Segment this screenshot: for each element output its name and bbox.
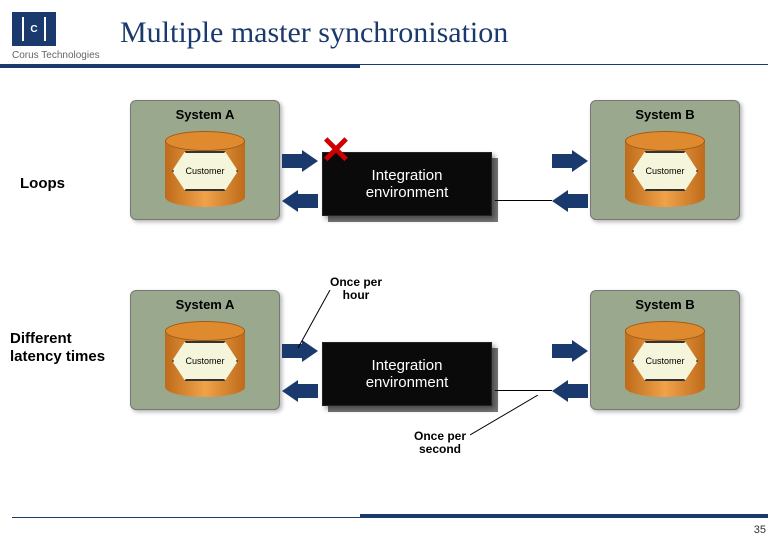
integration-line1: Integration [372, 167, 443, 184]
arrow-right-icon [552, 340, 588, 362]
system-b-bottom-title: System B [591, 291, 739, 312]
loops-label: Loops [20, 175, 65, 192]
caption-second: Once per second [414, 430, 466, 456]
footer-line-thin [12, 517, 360, 518]
arrow-left-icon [552, 190, 588, 212]
page-number: 35 [754, 524, 766, 536]
callout-line [290, 290, 340, 350]
logo-letter: C [30, 24, 37, 35]
system-a-top-title: System A [131, 101, 279, 122]
slide: C Corus Technologies Multiple master syn… [0, 0, 780, 540]
system-b-top-title: System B [591, 101, 739, 122]
latency-label: Different latency times [10, 330, 110, 366]
customer-node: Customer [632, 151, 698, 191]
arrow-left-icon [552, 380, 588, 402]
system-a-bottom-title: System A [131, 291, 279, 312]
integration-line2: environment [366, 184, 449, 201]
integration-line2: environment [366, 374, 449, 391]
connector-line [495, 200, 552, 201]
arrow-right-icon [282, 150, 318, 172]
system-a-bottom: System A Customer [130, 290, 280, 410]
integration-line1: Integration [372, 357, 443, 374]
x-icon: ✕ [320, 128, 352, 173]
arrow-left-icon [282, 190, 318, 212]
footer-line [360, 514, 768, 518]
title-underline-thin [360, 64, 768, 65]
connector-line [495, 390, 552, 391]
customer-node: Customer [172, 341, 238, 381]
callout-line [470, 395, 550, 440]
logo: C Corus Technologies [12, 12, 100, 61]
arrow-left-icon [282, 380, 318, 402]
page-title: Multiple master synchronisation [120, 16, 508, 50]
arrow-right-icon [552, 150, 588, 172]
customer-node: Customer [632, 341, 698, 381]
system-b-top: System B Customer [590, 100, 740, 220]
integration-bottom: Integration environment [322, 342, 492, 406]
system-b-bottom: System B Customer [590, 290, 740, 410]
title-underline [0, 64, 360, 68]
logo-company: Corus Technologies [12, 50, 100, 61]
system-a-top: System A Customer [130, 100, 280, 220]
logo-box: C [12, 12, 56, 46]
customer-node: Customer [172, 151, 238, 191]
